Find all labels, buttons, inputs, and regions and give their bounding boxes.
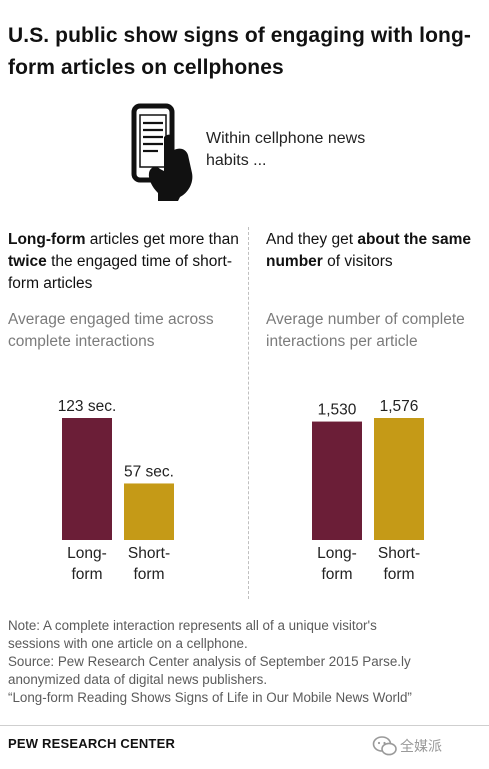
engaged-time-chart: 123 sec. Long-form 57 sec. Short-form <box>0 390 245 590</box>
source-line: anonymized data of digital news publishe… <box>8 672 268 687</box>
subhead-text: And they get <box>266 231 358 248</box>
phone-with-hand-icon <box>128 103 198 203</box>
bar-value-label: 1,530 <box>318 402 357 419</box>
bar-value-label: 1,576 <box>380 398 419 415</box>
note-line: Note: A complete interaction represents … <box>8 618 377 633</box>
watermark: 全媒派 <box>372 733 484 759</box>
watermark-text: 全媒派 <box>400 738 442 754</box>
subhead-text: the engaged time of short-form articles <box>8 253 233 292</box>
right-panel-subhead: And they get about the same number of vi… <box>266 229 481 273</box>
category-label: Long-form <box>317 545 357 583</box>
source-line: Source: Pew Research Center analysis of … <box>8 654 411 669</box>
source-organization: PEW RESEARCH CENTER <box>8 736 176 751</box>
footer-rule <box>0 725 489 726</box>
panel-divider <box>248 227 249 599</box>
category-label: Short-form <box>128 545 170 583</box>
category-label: Long-form <box>67 545 107 583</box>
right-metric-label: Average number of complete interactions … <box>266 311 465 350</box>
note-line: sessions with one article on a cellphone… <box>8 636 248 651</box>
bar-long-form <box>312 421 362 540</box>
bar-value-label: 123 sec. <box>58 398 117 415</box>
bar-value-label: 57 sec. <box>124 463 174 480</box>
bar-short-form <box>374 418 424 540</box>
bar-long-form <box>62 418 112 540</box>
interactions-chart-svg: 1,530 Long-form 1,576 Short-form <box>312 398 424 583</box>
category-label: Short-form <box>378 545 420 583</box>
intro-text: Within cellphone news habits ... <box>206 130 366 169</box>
subhead-emphasis: Long-form <box>8 231 86 248</box>
chart-title: U.S. public show signs of engaging with … <box>8 24 471 79</box>
left-panel-subhead: Long-form articles get more than twice t… <box>8 229 243 295</box>
subhead-emphasis: about the same number <box>266 231 472 270</box>
subhead-text: articles get more than <box>85 231 239 248</box>
subhead-text: of visitors <box>322 253 393 270</box>
notes: Note: A complete interaction represents … <box>8 617 486 707</box>
engaged-time-chart-svg: 123 sec. Long-form 57 sec. Short-form <box>58 398 174 583</box>
left-metric-label: Average engaged time across complete int… <box>8 311 214 350</box>
wechat-icon <box>372 736 397 756</box>
interactions-chart: 1,530 Long-form 1,576 Short-form <box>250 390 489 590</box>
report-title-line: “Long-form Reading Shows Signs of Life i… <box>8 690 412 705</box>
subhead-emphasis: twice <box>8 253 47 270</box>
bar-short-form <box>124 483 174 540</box>
